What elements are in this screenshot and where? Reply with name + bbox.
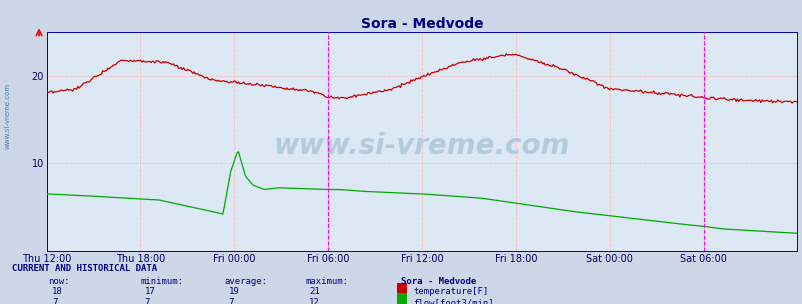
Text: 7: 7 [52, 298, 58, 304]
Text: 17: 17 [144, 287, 155, 296]
Title: Sora - Medvode: Sora - Medvode [360, 17, 483, 31]
Text: 12: 12 [309, 298, 319, 304]
Text: 7: 7 [229, 298, 234, 304]
Text: 19: 19 [229, 287, 239, 296]
Text: flow[foot3/min]: flow[foot3/min] [413, 298, 493, 304]
Text: average:: average: [225, 277, 268, 286]
Text: 7: 7 [144, 298, 150, 304]
Text: now:: now: [48, 277, 70, 286]
Text: www.si-vreme.com: www.si-vreme.com [273, 132, 569, 160]
Text: minimum:: minimum: [140, 277, 184, 286]
Text: Sora - Medvode: Sora - Medvode [401, 277, 476, 286]
Text: www.si-vreme.com: www.si-vreme.com [5, 82, 10, 149]
Text: 21: 21 [309, 287, 319, 296]
Text: temperature[F]: temperature[F] [413, 287, 488, 296]
Text: CURRENT AND HISTORICAL DATA: CURRENT AND HISTORICAL DATA [12, 264, 157, 274]
Text: 18: 18 [52, 287, 63, 296]
Text: maximum:: maximum: [305, 277, 348, 286]
